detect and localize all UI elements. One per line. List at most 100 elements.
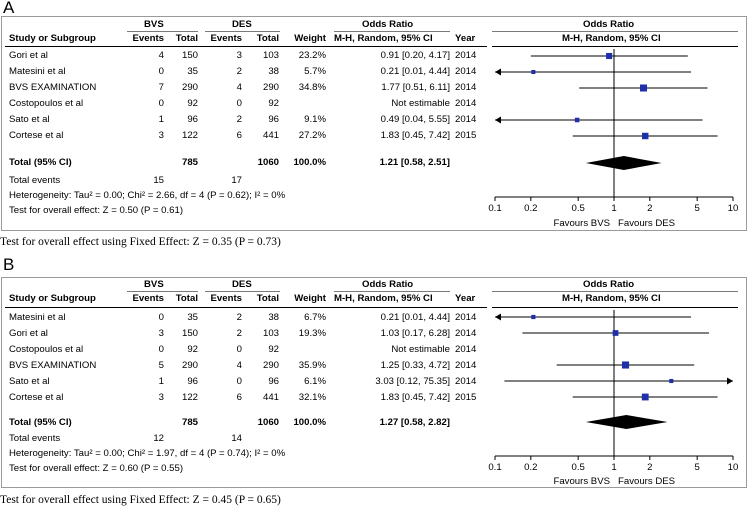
header-des: DES (232, 279, 252, 290)
rule-or (334, 31, 450, 32)
panel-b-box (1, 277, 747, 488)
total-bvs: 150 (181, 50, 198, 61)
panel-a-caption: Test for overall effect using Fixed Effe… (0, 236, 281, 248)
header-rule (5, 46, 487, 47)
overall-effect-text: Test for overall effect: Z = 0.60 (P = 0… (9, 463, 184, 474)
weight: 23.2% (298, 50, 326, 61)
point-estimate (531, 314, 536, 320)
year: 2014 (455, 328, 477, 339)
x-tick-label: 0.5 (572, 203, 585, 214)
header-method: M-H, Random, 95% CI (334, 33, 433, 44)
total-des: 290 (262, 82, 279, 93)
header-odds-ratio-plot: Odds Ratio (583, 279, 635, 290)
odds-ratio-ci: 1.83 [0.45, 7.42] (380, 392, 450, 403)
events-bvs: 7 (158, 82, 164, 93)
events-bvs: 0 (158, 344, 164, 355)
point-estimate (640, 84, 648, 92)
study-name: BVS EXAMINATION (9, 82, 97, 93)
x-tick-label: 0.2 (524, 462, 537, 473)
total-des: 103 (262, 50, 279, 61)
study-name: Sato et al (9, 376, 50, 387)
header-odds-ratio-plot: Odds Ratio (583, 19, 635, 30)
study-name: BVS EXAMINATION (9, 360, 97, 371)
header-bvs: BVS (144, 279, 164, 290)
total-events-des: 14 (231, 433, 242, 444)
x-tick-label: 2 (647, 462, 652, 473)
events-des: 3 (236, 50, 242, 61)
favours-left-label: Favours BVS (553, 476, 610, 486)
weight: 35.9% (298, 360, 326, 371)
panel-a-letter: A (3, 0, 15, 17)
x-tick-label: 0.1 (488, 203, 501, 214)
odds-ratio-ci: 1.25 [0.33, 4.72] (380, 360, 450, 371)
header-study: Study or Subgroup (9, 293, 96, 304)
total-bvs: 35 (187, 312, 198, 323)
total-des: 92 (268, 98, 279, 109)
header-method-plot: M-H, Random, 95% CI (562, 33, 661, 44)
total-events-des: 17 (231, 175, 242, 186)
events-des: 4 (236, 82, 242, 93)
odds-ratio-ci: Not estimable (391, 344, 450, 355)
header-total-bvs: Total (175, 293, 198, 304)
rule-des (205, 291, 280, 292)
x-tick-label: 0.2 (524, 203, 537, 214)
favours-left-label: Favours BVS (553, 218, 610, 229)
total-des-sum: 1060 (257, 157, 279, 168)
header-rule (5, 307, 487, 308)
weight: 6.1% (304, 376, 326, 387)
total-events-label: Total events (9, 433, 61, 444)
total-bvs: 35 (187, 66, 198, 77)
total-odds-ratio: 1.21 [0.58, 2.51] (379, 157, 450, 168)
total-des: 38 (268, 312, 279, 323)
events-bvs: 4 (158, 50, 164, 61)
weight: 6.7% (304, 312, 326, 323)
ci-arrow-left (495, 68, 501, 76)
year: 2015 (455, 130, 477, 141)
x-tick-label: 0.5 (572, 462, 585, 473)
x-tick-label: 5 (695, 203, 700, 214)
year: 2014 (455, 360, 477, 371)
study-name: Matesini et al (9, 312, 66, 323)
x-tick-label: 10 (728, 462, 739, 473)
favours-right-label: Favours DES (618, 476, 675, 486)
events-des: 6 (236, 130, 242, 141)
weight: 27.2% (298, 130, 326, 141)
year: 2014 (455, 82, 477, 93)
events-des: 4 (236, 360, 242, 371)
events-des: 6 (236, 392, 242, 403)
study-name: Cortese et al (9, 392, 64, 403)
panel-b-caption: Test for overall effect using Fixed Effe… (0, 494, 281, 506)
rule-bvs (127, 31, 198, 32)
heterogeneity-text: Heterogeneity: Tau² = 0.00; Chi² = 1.97,… (9, 448, 286, 459)
events-bvs: 0 (158, 312, 164, 323)
weight: 9.1% (304, 114, 326, 125)
total-bvs-sum: 785 (181, 157, 198, 168)
total-bvs: 150 (181, 328, 198, 339)
year: 2014 (455, 50, 477, 61)
rule-or (334, 291, 450, 292)
total-des: 290 (262, 360, 279, 371)
panel-b-letter: B (3, 255, 15, 274)
events-des: 0 (236, 98, 242, 109)
total-odds-ratio: 1.27 [0.58, 2.82] (379, 417, 450, 428)
point-estimate (669, 378, 674, 384)
odds-ratio-ci: 1.83 [0.45, 7.42] (380, 130, 450, 141)
total-des: 38 (268, 66, 279, 77)
forest-plot-b: 0.1 0.2 0.5 1 2 5 10 Favours BVS Favours DES (488, 310, 739, 486)
header-year: Year (455, 33, 476, 44)
forest-plot-a: 0.1 0.2 0.5 1 2 5 10 Favours BVS Favours DES (488, 49, 738, 229)
total-label: Total (95% CI) (9, 157, 72, 168)
heterogeneity-text: Heterogeneity: Tau² = 0.00; Chi² = 2.66,… (9, 190, 286, 201)
x-tick-label: 1 (611, 462, 616, 473)
total-bvs: 290 (181, 360, 198, 371)
odds-ratio-ci: 0.21 [0.01, 4.44] (380, 66, 450, 77)
point-estimate (606, 52, 613, 60)
pooled-diamond (585, 415, 668, 429)
total-bvs: 96 (187, 114, 198, 125)
year: 2014 (455, 344, 477, 355)
header-method: M-H, Random, 95% CI (334, 293, 433, 304)
year: 2014 (455, 312, 477, 323)
ci-arrow-left (495, 116, 501, 124)
header-rule-plot (492, 46, 738, 47)
events-des: 0 (236, 376, 242, 387)
